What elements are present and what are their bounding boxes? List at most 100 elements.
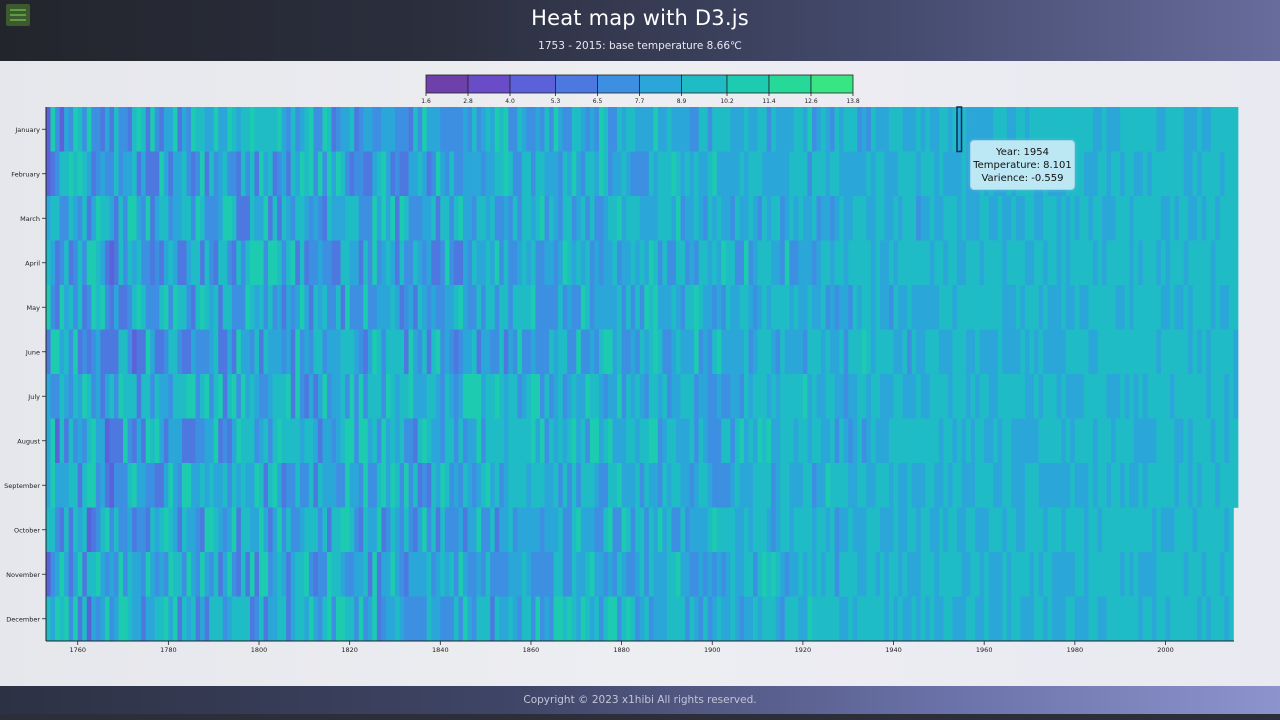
heatmap-cell[interactable]	[567, 285, 573, 330]
heatmap-cell[interactable]	[46, 196, 51, 241]
heatmap-cell[interactable]	[521, 552, 527, 597]
heatmap-cell[interactable]	[979, 107, 985, 152]
heatmap-cell[interactable]	[680, 151, 686, 197]
heatmap-cell[interactable]	[1188, 107, 1194, 152]
heatmap-cell[interactable]	[780, 552, 786, 597]
heatmap-cell[interactable]	[499, 374, 505, 419]
heatmap-cell[interactable]	[1092, 374, 1098, 419]
heatmap-cell[interactable]	[685, 374, 690, 419]
heatmap-cell[interactable]	[177, 374, 183, 419]
heatmap-cell[interactable]	[1043, 196, 1048, 241]
heatmap-cell[interactable]	[295, 240, 301, 286]
heatmap-cell[interactable]	[55, 374, 60, 419]
heatmap-cell[interactable]	[186, 418, 192, 464]
heatmap-cell[interactable]	[172, 329, 178, 375]
heatmap-cell[interactable]	[734, 463, 740, 508]
heatmap-cell[interactable]	[558, 552, 564, 597]
heatmap-cell[interactable]	[975, 507, 981, 553]
heatmap-cell[interactable]	[231, 596, 237, 642]
heatmap-cell[interactable]	[680, 418, 686, 464]
heatmap-cell[interactable]	[898, 240, 903, 286]
heatmap-cell[interactable]	[689, 507, 695, 553]
heatmap-cell[interactable]	[839, 285, 845, 330]
heatmap-cell[interactable]	[712, 285, 718, 330]
heatmap-cell[interactable]	[1147, 329, 1153, 375]
heatmap-cell[interactable]	[1079, 285, 1085, 330]
heatmap-cell[interactable]	[576, 374, 582, 419]
heatmap-cell[interactable]	[485, 374, 491, 419]
heatmap-cell[interactable]	[598, 552, 604, 597]
heatmap-cell[interactable]	[680, 463, 686, 508]
heatmap-cell[interactable]	[331, 107, 337, 152]
heatmap-cell[interactable]	[725, 507, 731, 553]
heatmap-cell[interactable]	[249, 240, 255, 286]
heatmap-cell[interactable]	[1115, 463, 1121, 508]
heatmap-cell[interactable]	[757, 285, 763, 330]
heatmap-cell[interactable]	[925, 374, 931, 419]
heatmap-cell[interactable]	[730, 374, 736, 419]
heatmap-cell[interactable]	[698, 463, 704, 508]
heatmap-cell[interactable]	[195, 285, 201, 330]
heatmap-cell[interactable]	[1142, 374, 1148, 419]
heatmap-cell[interactable]	[1043, 507, 1048, 553]
heatmap-cell[interactable]	[236, 240, 242, 286]
heatmap-cell[interactable]	[920, 285, 926, 330]
heatmap-cell[interactable]	[743, 552, 749, 597]
heatmap-cell[interactable]	[286, 374, 292, 419]
heatmap-cell[interactable]	[916, 463, 922, 508]
heatmap-cell[interactable]	[621, 374, 627, 419]
heatmap-cell[interactable]	[626, 107, 632, 152]
heatmap-cell[interactable]	[499, 329, 505, 375]
heatmap-cell[interactable]	[408, 151, 414, 197]
heatmap-cell[interactable]	[1043, 329, 1048, 375]
heatmap-cell[interactable]	[168, 329, 174, 375]
heatmap-cell[interactable]	[1052, 285, 1058, 330]
heatmap-cell[interactable]	[816, 552, 822, 597]
heatmap-cell[interactable]	[762, 418, 767, 464]
heatmap-cell[interactable]	[127, 240, 133, 286]
heatmap-cell[interactable]	[1233, 107, 1239, 152]
heatmap-cell[interactable]	[127, 329, 133, 375]
heatmap-cell[interactable]	[295, 418, 301, 464]
heatmap-cell[interactable]	[712, 151, 718, 197]
heatmap-cell[interactable]	[1192, 596, 1198, 642]
heatmap-cell[interactable]	[508, 329, 514, 375]
heatmap-cell[interactable]	[104, 151, 110, 197]
heatmap-cell[interactable]	[64, 329, 70, 375]
heatmap-cell[interactable]	[426, 240, 432, 286]
heatmap-cell[interactable]	[558, 329, 564, 375]
heatmap-cell[interactable]	[145, 329, 151, 375]
heatmap-cell[interactable]	[685, 596, 690, 642]
heatmap-cell[interactable]	[893, 507, 899, 553]
heatmap-cell[interactable]	[689, 151, 695, 197]
heatmap-cell[interactable]	[1219, 418, 1225, 464]
heatmap-cell[interactable]	[340, 552, 346, 597]
heatmap-cell[interactable]	[1043, 240, 1048, 286]
heatmap-cell[interactable]	[1038, 552, 1044, 597]
heatmap-cell[interactable]	[381, 552, 387, 597]
heatmap-cell[interactable]	[834, 107, 840, 152]
heatmap-cell[interactable]	[1147, 151, 1153, 197]
heatmap-cell[interactable]	[934, 285, 940, 330]
heatmap-cell[interactable]	[653, 196, 659, 241]
heatmap-cell[interactable]	[966, 285, 971, 330]
heatmap-cell[interactable]	[55, 552, 60, 597]
heatmap-cell[interactable]	[390, 107, 396, 152]
heatmap-cell[interactable]	[617, 151, 622, 197]
heatmap-cell[interactable]	[209, 418, 215, 464]
heatmap-cell[interactable]	[1138, 418, 1144, 464]
heatmap-cell[interactable]	[485, 507, 491, 553]
heatmap-cell[interactable]	[1210, 507, 1216, 553]
heatmap-cell[interactable]	[354, 418, 360, 464]
heatmap-cell[interactable]	[1061, 240, 1067, 286]
heatmap-cell[interactable]	[272, 329, 278, 375]
heatmap-cell[interactable]	[780, 463, 786, 508]
heatmap-cell[interactable]	[236, 196, 242, 241]
heatmap-cell[interactable]	[59, 374, 65, 419]
heatmap-cell[interactable]	[191, 418, 196, 464]
heatmap-cell[interactable]	[1124, 552, 1130, 597]
heatmap-cell[interactable]	[240, 285, 246, 330]
heatmap-cell[interactable]	[902, 463, 908, 508]
heatmap-cell[interactable]	[807, 596, 813, 642]
heatmap-cell[interactable]	[259, 107, 264, 152]
